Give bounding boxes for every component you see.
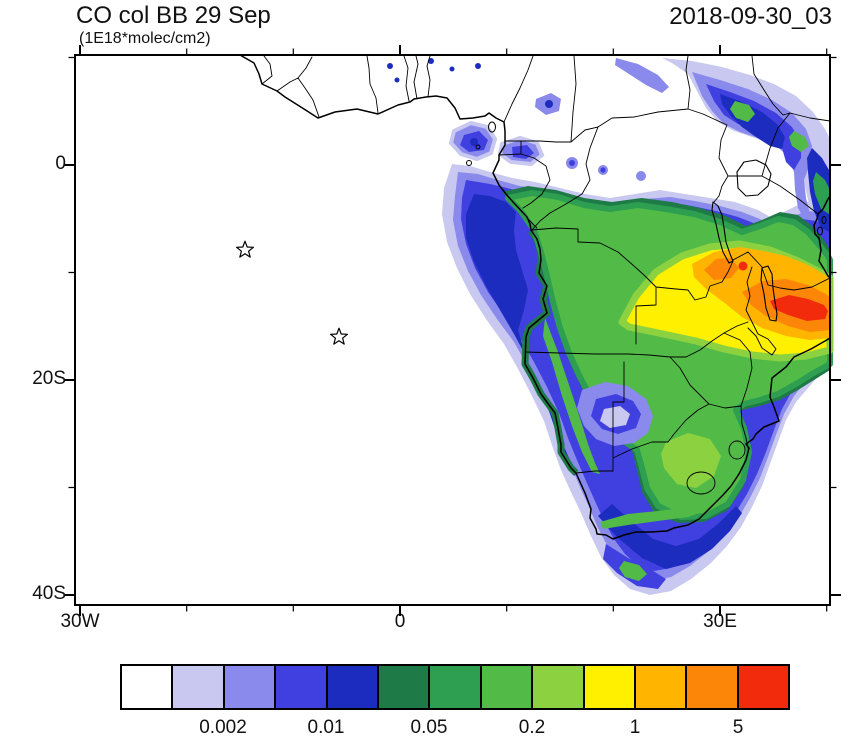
colorbar-cell xyxy=(430,666,482,708)
island-saotome xyxy=(466,160,472,166)
colorbar-cell xyxy=(481,666,534,708)
plot-title: CO col BB 29 Sep xyxy=(76,2,271,29)
station-markers xyxy=(236,240,348,345)
xtick-label-30e: 30E xyxy=(703,611,737,632)
colorbar-cell xyxy=(173,666,225,708)
colorbar-cell xyxy=(327,666,379,708)
lake-malawi xyxy=(760,265,778,322)
colorbar-cell xyxy=(122,666,174,708)
ytick-label-20s: 20S xyxy=(32,368,66,389)
colorbar-label: 0.002 xyxy=(199,717,247,738)
xtick-label-0: 0 xyxy=(394,611,406,632)
ytick-label-0: 0 xyxy=(55,153,66,174)
southblob-green-speck xyxy=(619,561,647,581)
major-ticks xyxy=(64,45,841,616)
colorbar-cell xyxy=(276,666,328,708)
colorbar-label: 1 xyxy=(629,717,641,738)
equatorial-patches xyxy=(448,93,561,167)
xtick-label-30w: 30W xyxy=(60,611,100,632)
colorbar-cell xyxy=(687,666,739,708)
colorbar-cell xyxy=(533,666,585,708)
country-borders xyxy=(261,55,831,474)
east-coast-strip xyxy=(813,195,831,279)
namibia-coast-green xyxy=(543,318,600,474)
contour-layer-lightgreen xyxy=(661,433,721,488)
colorbar-cell xyxy=(584,666,636,708)
colorbar-cell xyxy=(378,666,431,708)
ne-plume-fringe xyxy=(662,58,830,236)
diagonal-streak xyxy=(615,58,669,93)
colorbar-label: 5 xyxy=(732,717,744,738)
colorbar-label: 0.05 xyxy=(410,717,448,738)
colorbar-cell xyxy=(224,666,277,708)
colorbar-cell xyxy=(635,666,688,708)
contour-layer-red xyxy=(738,261,828,321)
colorbar-label: 0.01 xyxy=(307,717,345,738)
colorbar-cell xyxy=(738,666,789,708)
colorbar xyxy=(120,664,790,710)
southcoast-crescent xyxy=(598,504,742,569)
sa-southcoast-green xyxy=(600,490,728,529)
colorbar-label: 0.2 xyxy=(518,717,546,738)
ocean-band xyxy=(466,194,577,476)
island-principe xyxy=(475,144,481,150)
star-marker-1 xyxy=(236,240,254,258)
plot-timestamp: 2018-09-30_03 xyxy=(669,3,832,30)
coastline xyxy=(239,54,831,540)
island-bioko xyxy=(488,121,496,133)
border-lesotho xyxy=(686,471,716,495)
botswana-gap xyxy=(577,382,653,446)
plot-units: (1E18*molec/cm2) xyxy=(79,30,211,47)
ytick-label-40s: 40S xyxy=(32,583,66,604)
star-marker-2 xyxy=(330,327,348,345)
island-zanzibar xyxy=(817,226,823,236)
border-eswatini xyxy=(728,440,746,460)
minor-ticks xyxy=(68,48,837,612)
contour-layers xyxy=(387,58,834,595)
island-pemba xyxy=(821,216,827,224)
plot-frame xyxy=(64,45,841,616)
map-lines xyxy=(239,54,831,540)
